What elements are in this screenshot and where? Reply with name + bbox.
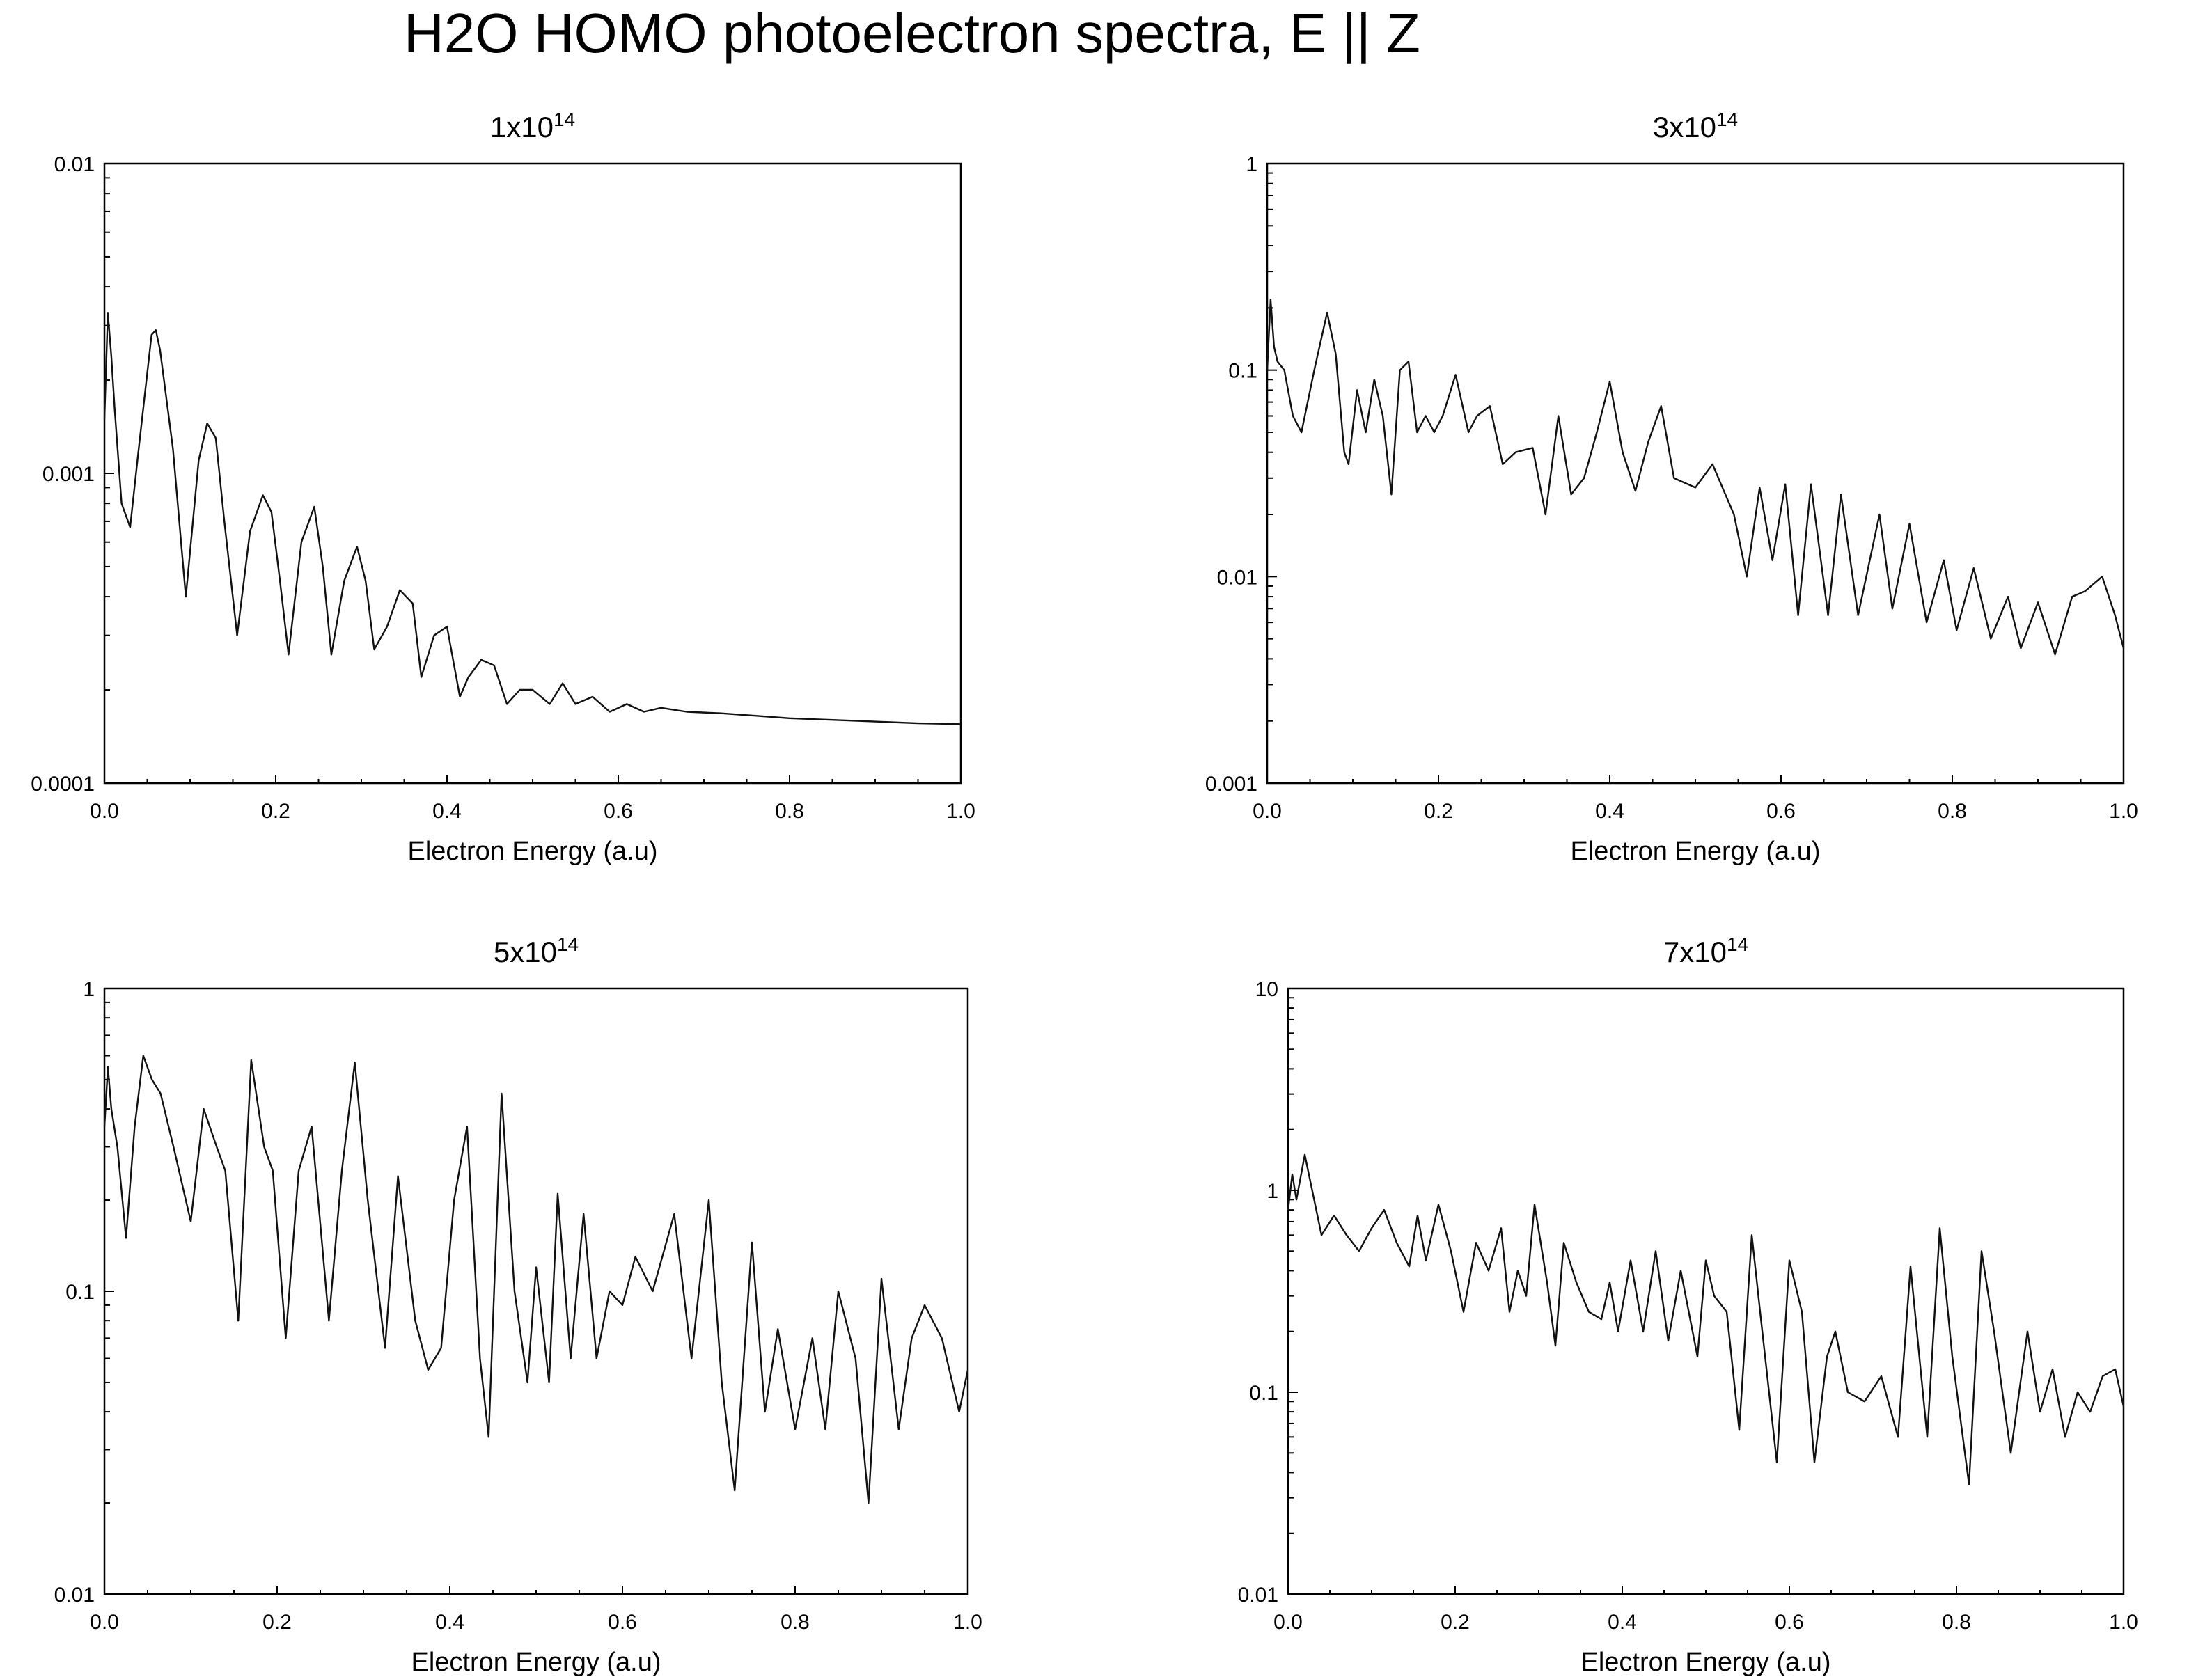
x-tick-label: 0.0 xyxy=(1253,800,1282,823)
x-axis-label: Electron Energy (a.u) xyxy=(407,837,657,866)
x-tick-label: 0.8 xyxy=(1938,800,1967,823)
x-tick-label: 0.2 xyxy=(261,800,290,823)
x-axis-label: Electron Energy (a.u) xyxy=(1580,1648,1830,1677)
y-tick-label: 0.1 xyxy=(65,1281,95,1304)
y-tick-label: 0.01 xyxy=(1238,1584,1278,1607)
x-tick-label: 0.6 xyxy=(1766,800,1796,823)
y-tick-label: 0.001 xyxy=(42,463,95,486)
x-tick-label: 0.6 xyxy=(608,1611,637,1634)
x-tick-label: 0.6 xyxy=(1775,1611,1804,1634)
x-tick-label: 0.2 xyxy=(1424,800,1453,823)
y-tick-label: 1 xyxy=(83,978,95,1001)
y-tick-label: 0.1 xyxy=(1228,360,1257,383)
x-tick-label: 0.4 xyxy=(432,800,462,823)
series-line xyxy=(103,312,962,725)
x-tick-label: 0.8 xyxy=(781,1611,810,1634)
series-line xyxy=(1287,1153,2125,1485)
x-tick-label: 0.8 xyxy=(1942,1611,1971,1634)
x-tick-label: 0.2 xyxy=(262,1611,292,1634)
y-tick-label: 0.01 xyxy=(54,1584,95,1607)
panel-title-exponent: 14 xyxy=(1716,109,1738,130)
panel-title: 1x1014 xyxy=(490,109,575,143)
x-tick-label: 1.0 xyxy=(953,1611,982,1634)
y-tick-label: 1 xyxy=(1246,153,1257,176)
y-tick-label: 0.01 xyxy=(54,153,95,176)
x-tick-label: 0.4 xyxy=(1608,1611,1637,1634)
y-tick-label: 0.0001 xyxy=(31,773,95,796)
x-tick-label: 1.0 xyxy=(946,800,975,823)
chart-panel-4: 7x1014 0.0 0.2 0.4 0.6 0.8 1.0 0.01 0.1 1 10 Electr… xyxy=(1238,933,2138,1677)
x-tick-label: 0.6 xyxy=(604,800,633,823)
plot-frame xyxy=(1287,987,2125,1595)
chart-panel-3: 5x1014 0.0 0.2 0.4 0.6 0.8 1.0 0.01 0.1 1 Electron… xyxy=(54,933,982,1677)
y-tick-label: 0.001 xyxy=(1205,773,1257,796)
x-tick-label: 0.0 xyxy=(1273,1611,1303,1634)
x-tick-label: 0.8 xyxy=(775,800,804,823)
y-tick-label: 10 xyxy=(1255,978,1278,1001)
x-tick-label: 0.4 xyxy=(435,1611,464,1634)
x-tick-label: 0.4 xyxy=(1595,800,1624,823)
panel-title-exponent: 14 xyxy=(554,109,575,130)
series-line xyxy=(103,1055,969,1504)
x-tick-label: 0.0 xyxy=(90,1611,119,1634)
panel-title: 3x1014 xyxy=(1653,109,1738,143)
plot-frame xyxy=(1266,162,2125,785)
y-tick-label: 1 xyxy=(1266,1180,1278,1203)
x-tick-label: 1.0 xyxy=(2109,800,2138,823)
panel-title: 5x1014 xyxy=(494,933,579,968)
x-tick-label: 0.2 xyxy=(1441,1611,1470,1634)
x-axis-label: Electron Energy (a.u) xyxy=(1570,837,1820,866)
y-tick-label: 0.01 xyxy=(1217,566,1257,589)
series-line xyxy=(1266,298,2125,656)
y-tick-label: 0.1 xyxy=(1249,1382,1278,1405)
panel-title: 7x1014 xyxy=(1663,933,1748,968)
chart-panel-2: 3x1014 0.0 0.2 0.4 0.6 0.8 1.0 0.001 0.01 0.1 1 Ele… xyxy=(1205,109,2138,866)
panel-title-exponent: 14 xyxy=(557,933,579,955)
chart-panel-1: 1x1014 0.0 0.2 0.4 0.6 0.8 1.0 0.0001 0.001 0.01 E… xyxy=(31,109,975,866)
figure-title: H2O HOMO photoelectron spectra, E || Z xyxy=(404,2,1420,64)
x-axis-label: Electron Energy (a.u) xyxy=(411,1648,661,1677)
x-tick-label: 0.0 xyxy=(90,800,119,823)
x-tick-label: 1.0 xyxy=(2109,1611,2138,1634)
panel-title-exponent: 14 xyxy=(1727,933,1748,955)
